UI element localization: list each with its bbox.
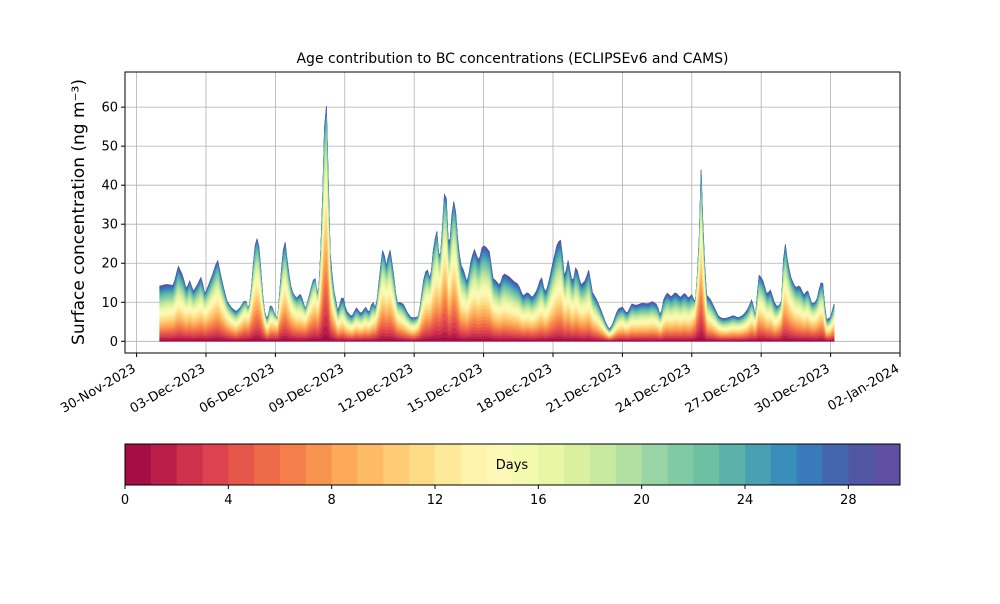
stacked-age-areas	[159, 105, 835, 342]
x-tick-label: 30-Dec-2023	[752, 361, 832, 416]
y-tick-label: 0	[110, 335, 118, 350]
colorbar-cell	[254, 444, 281, 485]
colorbar-tick-label: 16	[530, 493, 547, 508]
x-tick-label: 09-Dec-2023	[266, 361, 346, 416]
y-tick-label: 50	[101, 140, 118, 155]
colorbar-cell	[150, 444, 178, 485]
y-tick-label: 20	[101, 257, 118, 272]
colorbar-cell	[512, 444, 539, 485]
colorbar-frame	[124, 443, 901, 486]
colorbar-cell	[745, 444, 772, 485]
colorbar-cell	[280, 444, 307, 485]
colorbar-cell	[538, 444, 565, 485]
y-tick-label: 60	[101, 101, 118, 116]
colorbar-cell	[228, 444, 255, 485]
colorbar-cell	[176, 444, 203, 485]
colorbar-cell	[848, 444, 875, 485]
colorbar-cell	[719, 444, 746, 485]
colorbar-tick-label: 28	[840, 493, 857, 508]
colorbar-tick-label: 24	[737, 493, 754, 508]
x-tick-label: 15-Dec-2023	[405, 361, 485, 416]
colorbar-cell	[486, 444, 513, 485]
colorbar-cell	[383, 444, 410, 485]
colorbar-cell	[331, 444, 358, 485]
plot-frame	[124, 71, 901, 354]
y-axis-label: Surface concentration (ng m⁻³)	[69, 79, 89, 345]
colorbar-cell	[874, 444, 901, 485]
colorbar-cell	[564, 444, 591, 485]
colorbar-cell	[435, 444, 462, 485]
colorbar-cell	[641, 444, 668, 485]
colorbar-cell	[822, 444, 849, 485]
colorbar-tick-label: 20	[633, 493, 650, 508]
y-tick-label: 30	[101, 218, 118, 233]
x-tick-label: 06-Dec-2023	[197, 361, 277, 416]
x-tick-label: 27-Dec-2023	[683, 361, 763, 416]
x-tick-label: 03-Dec-2023	[128, 361, 208, 416]
colorbar-cell	[693, 444, 720, 485]
colorbar-ticks: 0 4 8 12 16 20 24 28	[121, 485, 857, 508]
colorbar-cell	[590, 444, 617, 485]
x-tick-label: 21-Dec-2023	[544, 361, 624, 416]
x-axis: 30-Nov-202303-Dec-202306-Dec-202309-Dec-…	[58, 353, 902, 417]
colorbar-cell	[615, 444, 643, 485]
colorbar-cell	[796, 444, 823, 485]
colorbar-cell	[357, 444, 384, 485]
x-tick-label: 02-Jan-2024	[825, 361, 902, 414]
y-tick-label: 40	[101, 179, 118, 194]
x-tick-label: 18-Dec-2023	[475, 361, 555, 416]
x-tick-label: 30-Nov-2023	[58, 361, 138, 416]
colorbar-cell	[202, 444, 229, 485]
x-tick-label: 12-Dec-2023	[336, 361, 416, 416]
y-tick-label: 10	[101, 296, 118, 311]
x-tick-label: 24-Dec-2023	[613, 361, 693, 416]
chart-title: Age contribution to BC concentrations (E…	[296, 51, 728, 67]
colorbar-cell	[770, 444, 798, 485]
colorbar-label: Days	[496, 458, 529, 473]
colorbar-tick-label: 4	[224, 493, 232, 508]
colorbar-cell	[460, 444, 488, 485]
colorbar-tick-label: 12	[427, 493, 444, 508]
colorbar-cell	[409, 444, 436, 485]
colorbar-cell	[667, 444, 694, 485]
y-axis: 0 10 20 30 40 50 60	[101, 101, 125, 350]
colorbar-tick-label: 0	[121, 493, 129, 508]
colorbar-cell	[305, 444, 333, 485]
colorbar-cell	[125, 444, 152, 485]
age-band-0	[159, 334, 835, 342]
colorbar-tick-label: 8	[328, 493, 336, 508]
colorbar	[124, 443, 901, 486]
